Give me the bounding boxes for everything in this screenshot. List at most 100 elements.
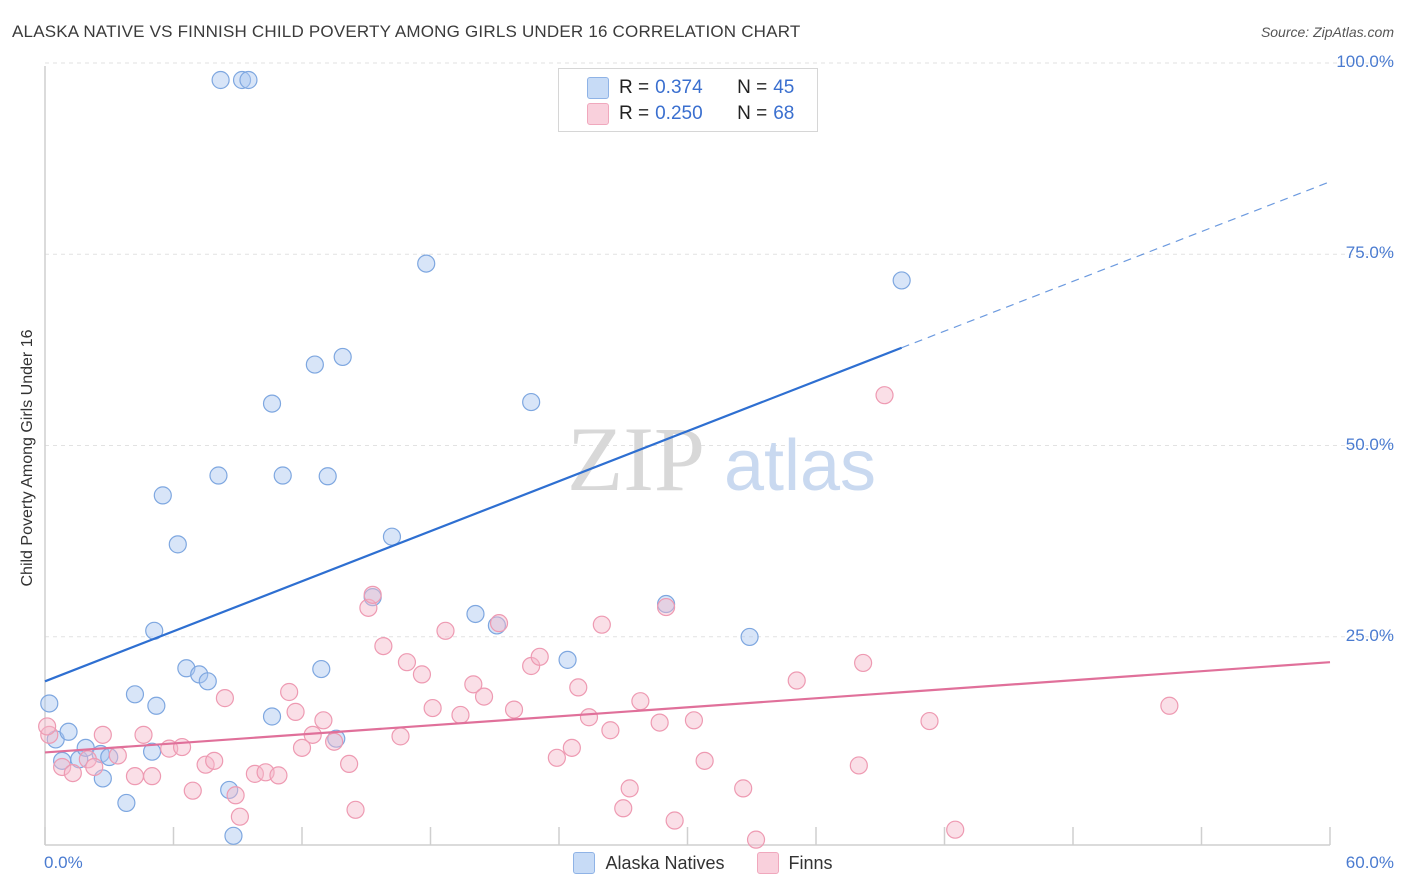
legend-swatch-alaska — [573, 852, 596, 874]
y-tick-label: 25.0% — [1345, 625, 1394, 645]
alaska-swatch — [587, 77, 609, 99]
finns-point — [391, 727, 410, 746]
finns-point — [292, 738, 312, 757]
alaska-natives-point — [224, 826, 243, 845]
alaska-natives-point — [168, 535, 187, 554]
finns-point — [436, 621, 455, 640]
data-points — [38, 70, 1179, 849]
finns-point — [230, 807, 249, 826]
finns-point — [451, 705, 470, 725]
legend-label-alaska: Alaska Natives — [605, 852, 725, 873]
finns-point — [562, 738, 581, 757]
n-value: 45 — [773, 77, 795, 98]
finns-point — [620, 779, 639, 798]
finns-point — [142, 767, 162, 786]
r-label: R = — [619, 77, 650, 98]
trend-lines — [44, 181, 1331, 754]
finns-point — [547, 748, 566, 767]
finns-point — [665, 811, 684, 830]
alaska-natives-point — [211, 70, 230, 90]
finns-point — [569, 678, 588, 697]
alaska-natives-point — [198, 672, 217, 691]
legend-item-alaska-natives: Alaska Natives — [573, 852, 725, 874]
finns-point — [592, 615, 611, 634]
gridlines — [45, 62, 1395, 638]
alaska-natives-point — [209, 466, 228, 485]
y-tick-label: 75.0% — [1345, 243, 1394, 263]
alaska-natives-point — [382, 527, 402, 546]
finns-point — [601, 721, 620, 740]
alaska-natives-point — [740, 627, 759, 647]
n-value: 68 — [773, 103, 795, 124]
finns-point — [579, 708, 599, 727]
finns-point — [226, 786, 245, 805]
finns-point — [787, 671, 806, 690]
alaska-natives-point — [262, 394, 282, 413]
finns-point — [280, 682, 299, 702]
finns-point — [205, 751, 224, 770]
watermark-zip: ZIP — [567, 408, 705, 510]
finns-point — [875, 386, 894, 405]
legend-swatch-finns — [756, 852, 779, 874]
series-legend: Alaska Natives Finns — [0, 852, 1406, 874]
r-value: 0.374 — [655, 77, 703, 98]
finns-point — [346, 800, 365, 819]
alaska-natives-point — [59, 722, 78, 741]
alaska-natives-point — [239, 70, 258, 90]
finns-point — [172, 737, 192, 757]
r-label: R = — [619, 103, 650, 124]
finns-point — [464, 675, 483, 694]
watermark-atlas: atlas — [724, 426, 876, 506]
finns-point — [412, 665, 432, 684]
alaska-natives-point — [232, 70, 252, 90]
alaska-natives-point — [40, 694, 59, 713]
finns-point — [695, 751, 714, 770]
finns-point — [614, 799, 633, 818]
finns-point — [474, 687, 494, 706]
finns-point — [134, 725, 153, 744]
finns-point — [631, 692, 650, 711]
finns-point — [340, 754, 359, 774]
finns-point — [314, 711, 333, 730]
alaska-natives-point — [273, 466, 292, 485]
alaska-natives-point — [522, 392, 541, 412]
watermark: ZIP atlas — [567, 408, 876, 510]
finns-point — [656, 597, 676, 617]
n-label: N = — [737, 103, 768, 124]
alaska-natives-point — [305, 355, 324, 374]
alaska-natives-trend-extension — [901, 181, 1331, 349]
finns-point — [746, 830, 766, 849]
finns-point — [215, 689, 234, 708]
finns-point — [325, 732, 344, 751]
finns-point — [85, 757, 104, 777]
alaska-natives-point — [117, 793, 136, 813]
alaska-natives-point — [417, 254, 436, 273]
finns-point — [423, 698, 442, 718]
alaska-natives-point — [318, 467, 337, 486]
stats-legend: R = 0.374 N = 45 R = 0.250 N = 68 — [558, 68, 818, 132]
alaska-natives-point — [558, 650, 577, 669]
finns-point — [53, 757, 72, 777]
finns-point — [108, 746, 127, 765]
finns-point — [489, 614, 509, 633]
alaska-natives-trend — [44, 346, 903, 683]
legend-item-finns: Finns — [756, 852, 833, 874]
axes — [44, 66, 1331, 846]
x-tick-min: 0.0% — [44, 853, 83, 872]
stats-row-finns: R = 0.250 N = 68 — [587, 103, 794, 125]
source-label: Source: ZipAtlas.com — [1260, 24, 1394, 40]
y-tick-label: 50.0% — [1345, 434, 1394, 454]
alaska-natives-point — [262, 707, 282, 726]
alaska-natives-point — [142, 742, 162, 761]
finns-point — [286, 702, 305, 721]
finns-point — [397, 653, 417, 672]
finns-point — [38, 717, 57, 736]
finns-point — [63, 763, 82, 783]
finns-point — [650, 713, 669, 732]
finns-point — [504, 700, 524, 719]
r-value: 0.250 — [655, 103, 703, 124]
finns-point — [854, 653, 873, 673]
alaska-natives-point — [892, 271, 911, 290]
finns-point — [849, 756, 868, 775]
